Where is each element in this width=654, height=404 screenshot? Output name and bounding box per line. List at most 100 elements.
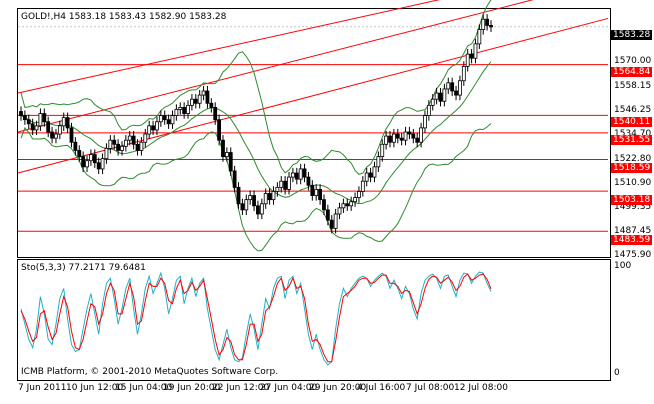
candle-body — [73, 141, 78, 151]
candle-body — [162, 115, 167, 121]
bollinger-middle — [20, 61, 492, 205]
time-tick: 19 Jun 20:00 — [163, 383, 221, 393]
candle-body — [166, 119, 171, 125]
candle-body — [259, 203, 264, 215]
candle-body — [131, 135, 136, 145]
candle-body — [294, 172, 299, 180]
stochastic-label: Sto(5,3,3) 77.2171 79.6481 — [21, 263, 146, 273]
candle-body — [450, 82, 455, 92]
candle-body — [89, 154, 93, 162]
price-tick: 1546.25 — [614, 105, 652, 115]
candle-body — [244, 199, 249, 211]
candle-body — [100, 158, 105, 170]
candle-body — [477, 29, 482, 45]
candle-body — [127, 135, 132, 141]
candle-body — [395, 133, 400, 139]
candle-body — [403, 131, 408, 141]
channel-line — [17, 0, 441, 94]
candle-body — [454, 90, 458, 96]
candle-body — [279, 180, 284, 188]
bollinger-upper — [20, 0, 492, 175]
candle-body — [123, 139, 128, 147]
candle-body — [46, 121, 51, 133]
price-tick: 1522.80 — [614, 154, 652, 164]
candle-body — [221, 139, 225, 157]
candle-body — [190, 98, 194, 106]
candle-body — [186, 104, 190, 114]
time-tick: 27 Jun 04:00 — [260, 383, 318, 393]
candle-body — [473, 43, 478, 59]
candle-body — [30, 123, 35, 131]
price-tick: 1499.35 — [614, 202, 652, 212]
candle-body — [217, 119, 221, 141]
candle-body — [228, 152, 233, 172]
candle-body — [143, 133, 148, 143]
current-price-label: 1583.28 — [611, 30, 653, 40]
candle-body — [151, 125, 155, 131]
candle-body — [391, 133, 396, 143]
candle-body — [112, 139, 117, 145]
candle-body — [302, 168, 307, 178]
bollinger-lower — [20, 123, 492, 252]
level-label: 1518.59 — [611, 163, 653, 173]
level-label: 1540.11 — [611, 117, 653, 127]
candle-body — [85, 160, 89, 168]
price-tick: 1475.90 — [614, 250, 652, 260]
candle-body — [147, 125, 152, 135]
time-tick: 4 Jul 16:00 — [357, 383, 406, 393]
candle-body — [368, 172, 373, 178]
candle-body — [205, 90, 210, 104]
candle-body — [419, 127, 423, 143]
candle-body — [458, 80, 462, 96]
ohlc-values: 1583.18 1583.43 1582.90 1583.28 — [68, 12, 227, 22]
candle-body — [54, 133, 58, 139]
candle-body — [81, 156, 86, 168]
candle-body — [108, 139, 113, 149]
candle-body — [287, 176, 291, 190]
price-tick: 1510.90 — [614, 178, 652, 188]
candle-body — [57, 125, 62, 135]
candle-body — [325, 209, 330, 221]
candle-body — [465, 53, 470, 67]
candle-body — [271, 191, 276, 201]
time-tick: 7 Jun 2011 — [18, 383, 67, 393]
candle-body — [252, 195, 256, 207]
candle-body — [120, 145, 124, 151]
candle-body — [310, 184, 315, 196]
candle-body — [341, 203, 346, 209]
candle-body — [333, 213, 338, 229]
candle-body — [77, 150, 82, 157]
candle-body — [275, 186, 280, 192]
stochastic-pane[interactable] — [17, 259, 611, 381]
candle-body — [318, 188, 322, 201]
candle-body — [426, 104, 431, 116]
candle-body — [442, 88, 447, 102]
level-label: 1531.55 — [611, 135, 653, 145]
candle-body — [50, 131, 54, 139]
candle-body — [69, 127, 74, 143]
time-tick: 22 Jun 12:00 — [212, 383, 270, 393]
candle-body — [139, 141, 144, 151]
candle-body — [240, 203, 245, 211]
chart-header: GOLD!,H4 1583.18 1583.43 1582.90 1583.28 — [21, 12, 226, 22]
candle-body — [461, 66, 466, 82]
candle-body — [353, 197, 357, 203]
candle-body — [360, 180, 365, 192]
candle-body — [155, 121, 159, 131]
candle-body — [489, 24, 493, 28]
candle-body — [158, 115, 163, 123]
candle-body — [236, 186, 241, 205]
candle-body — [19, 111, 23, 116]
candle-body — [135, 143, 140, 151]
candle-body — [61, 117, 66, 127]
candle-body — [357, 191, 361, 198]
candle-body — [291, 172, 295, 178]
candle-body — [248, 195, 253, 201]
time-tick: 10 Jun 12:00 — [66, 383, 124, 393]
level-label: 1564.84 — [611, 67, 653, 77]
candle-body — [423, 115, 427, 129]
candle-body — [65, 117, 70, 129]
candle-body — [213, 107, 218, 121]
